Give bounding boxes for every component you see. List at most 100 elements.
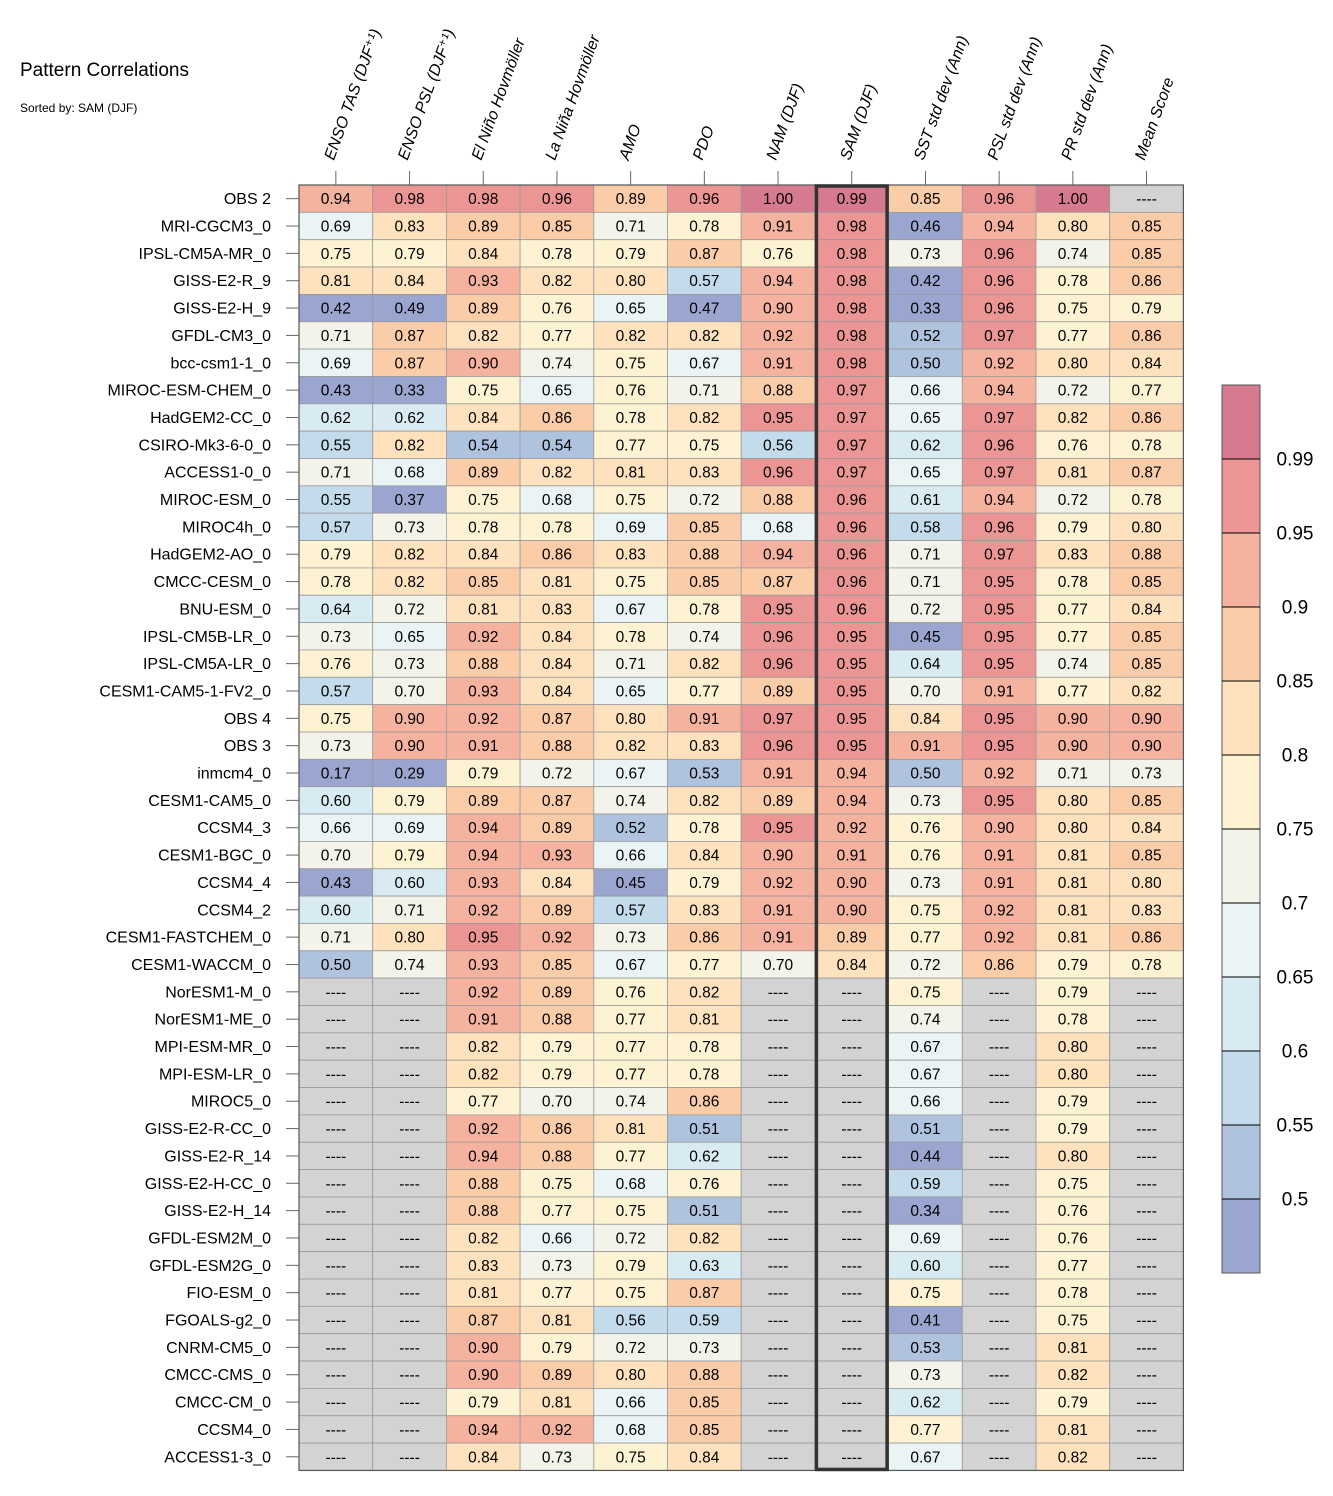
colorbar-band — [1222, 533, 1260, 607]
heatmap-cell — [667, 266, 742, 295]
heatmap-cell — [667, 704, 742, 733]
cell-value: 0.78 — [1058, 273, 1088, 290]
cell-value: 0.82 — [468, 328, 498, 345]
cell-value: 0.82 — [468, 1230, 498, 1247]
cell-value: ---- — [1136, 1340, 1157, 1357]
cell-value: ---- — [768, 1395, 789, 1412]
cell-value: 0.44 — [910, 1148, 941, 1165]
cell-value: 0.65 — [542, 383, 572, 400]
cell-value: 0.91 — [984, 848, 1014, 865]
heatmap-cell — [888, 1141, 963, 1171]
cell-value: 0.77 — [689, 957, 719, 974]
cell-value: 0.51 — [689, 1121, 719, 1138]
cell-value: 0.91 — [984, 875, 1014, 892]
heatmap-cell — [814, 649, 890, 678]
heatmap-cell — [740, 348, 816, 377]
heatmap-cell — [1035, 1087, 1111, 1116]
cell-value: 0.60 — [910, 1258, 941, 1275]
heatmap-cell — [1109, 430, 1184, 459]
cell-value: 0.96 — [837, 492, 867, 509]
heatmap-cell — [740, 649, 816, 678]
cell-value: 0.79 — [394, 848, 424, 865]
cell-value: 0.84 — [689, 1449, 720, 1466]
cell-value: 0.98 — [837, 355, 867, 372]
heatmap-cell — [1109, 1442, 1184, 1471]
heatmap-cell — [593, 1223, 668, 1253]
heatmap-cell — [1109, 622, 1184, 651]
cell-value: ---- — [326, 1012, 347, 1029]
cell-value: 0.92 — [763, 875, 793, 892]
heatmap-cell — [1109, 1305, 1184, 1335]
column-label: PDO — [690, 124, 718, 162]
cell-value: 0.84 — [468, 547, 499, 564]
cell-value: 0.88 — [689, 547, 719, 564]
heatmap-cell — [298, 1360, 374, 1389]
heatmap-cell — [372, 1388, 447, 1417]
cell-value: 0.79 — [542, 1340, 572, 1357]
cell-value: 0.73 — [321, 738, 351, 755]
cell-value: 0.73 — [542, 1449, 572, 1466]
heatmap-cell — [740, 786, 816, 815]
cell-value: 0.91 — [763, 766, 793, 783]
cell-value: 0.85 — [1131, 219, 1161, 236]
cell-value: 0.90 — [763, 848, 794, 865]
heatmap-cell — [298, 184, 374, 213]
cell-value: 0.82 — [394, 547, 424, 564]
heatmap-cell — [814, 1251, 890, 1280]
heatmap-cell — [888, 676, 963, 706]
row-label: GFDL-ESM2M_0 — [148, 1230, 271, 1247]
chart-title: Pattern Correlations — [20, 60, 189, 81]
cell-value: 0.98 — [837, 328, 867, 345]
cell-value: 0.84 — [1131, 820, 1162, 837]
cell-value: 0.86 — [689, 930, 719, 947]
cell-value: 0.92 — [984, 930, 1014, 947]
cell-value: ---- — [326, 1422, 347, 1439]
heatmap-cell — [888, 1196, 963, 1225]
cell-value: 0.94 — [468, 848, 499, 865]
cell-value: 0.75 — [616, 1203, 646, 1220]
cell-value: 0.81 — [321, 273, 351, 290]
heatmap-cell — [740, 1059, 816, 1088]
heatmap-cell — [1109, 266, 1184, 295]
cell-value: ---- — [768, 1422, 789, 1439]
heatmap-cell — [372, 1196, 447, 1225]
cell-value: 0.90 — [468, 1367, 499, 1384]
cell-value: 0.85 — [1131, 574, 1161, 591]
cell-value: ---- — [1136, 1230, 1157, 1247]
heatmap-cell — [372, 786, 447, 815]
row-label: MIROC-ESM_0 — [160, 492, 271, 509]
heatmap-cell — [740, 895, 816, 924]
heatmap-cell — [888, 321, 963, 350]
heatmap-cell — [814, 540, 890, 569]
cell-value: 0.77 — [616, 1066, 646, 1083]
heatmap-cell — [445, 1223, 521, 1253]
cell-value: ---- — [841, 1285, 862, 1302]
row-label: CNRM-CM5_0 — [166, 1340, 271, 1357]
cell-value: ---- — [841, 1066, 862, 1083]
cell-value: ---- — [399, 1066, 420, 1083]
cell-value: 0.83 — [468, 1258, 498, 1275]
heatmap-cell — [1109, 786, 1184, 815]
cell-value: 0.85 — [542, 219, 572, 236]
cell-value: 0.88 — [468, 656, 498, 673]
cell-value: 0.85 — [689, 574, 719, 591]
cell-value: 0.94 — [763, 547, 794, 564]
heatmap-cell — [961, 458, 1037, 487]
cell-value: ---- — [326, 1039, 347, 1056]
row-label: GISS-E2-H_14 — [164, 1203, 271, 1220]
cell-value: 0.82 — [689, 793, 719, 810]
heatmap-cell — [298, 923, 374, 952]
heatmap-cell — [593, 704, 668, 733]
heatmap-cell — [1035, 1032, 1111, 1061]
cell-value: 0.88 — [1131, 547, 1161, 564]
colorbar-band — [1222, 1051, 1260, 1125]
cell-value: ---- — [399, 1340, 420, 1357]
cell-value: ---- — [989, 1148, 1010, 1165]
heatmap-cell — [1035, 649, 1111, 678]
heatmap-cell — [372, 239, 447, 268]
heatmap-cell — [445, 1278, 521, 1307]
cell-value: ---- — [1136, 1449, 1157, 1466]
heatmap-cell — [1035, 1442, 1111, 1471]
cell-value: 0.88 — [468, 1176, 498, 1193]
row-label: MPI-ESM-MR_0 — [155, 1039, 272, 1056]
